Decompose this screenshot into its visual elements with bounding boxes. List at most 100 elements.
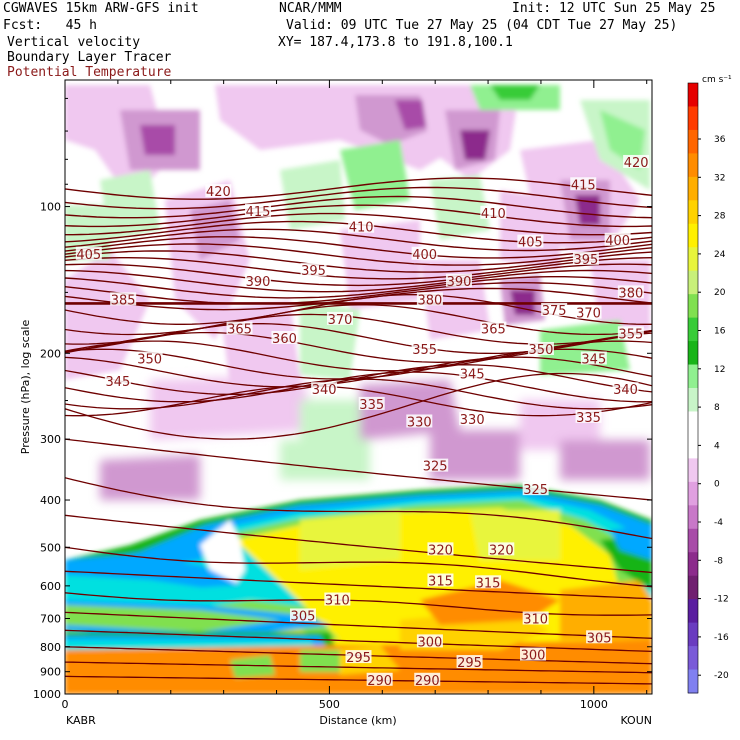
theta-contour (65, 629, 652, 653)
model-title: CGWAVES 15km ARW-GFS init (3, 1, 199, 16)
theta-label-bg (245, 203, 272, 217)
theta-label: 365 (481, 323, 506, 338)
theta-label-bg (580, 351, 607, 365)
theta-label: 320 (489, 543, 514, 558)
potential-temperature-labels: 420 420 415 415 410 410 405 405 400 400 395 395 390 3… (75, 154, 650, 689)
colorbar-swatch (688, 505, 698, 530)
colorbar-swatch (688, 129, 698, 154)
theta-label: 405 (76, 248, 101, 263)
theta-label: 380 (618, 286, 643, 301)
colorbar-label: 28 (714, 212, 726, 222)
theta-label-bg (575, 409, 602, 423)
colorbar-swatch (688, 153, 698, 178)
theta-label-bg (366, 672, 393, 686)
theta-label-bg (456, 655, 483, 669)
left-endpoint-label: KABR (66, 714, 96, 727)
theta-contour (65, 228, 652, 252)
theta-label: 350 (137, 353, 162, 368)
theta-contour (65, 661, 652, 674)
colorbar-label: 12 (714, 365, 725, 375)
theta-label-bg (414, 672, 441, 686)
colorbar-swatch (688, 575, 698, 600)
theta-label: 330 (460, 413, 485, 428)
theta-label: 300 (521, 649, 546, 664)
theta-label-bg (406, 414, 433, 428)
theta-label-bg (345, 650, 372, 664)
theta-label-bg (136, 351, 163, 365)
theta-label: 315 (476, 576, 501, 591)
theta-label-bg (572, 251, 599, 265)
colorbar-swatch (688, 528, 698, 553)
theta-label: 385 (111, 293, 136, 308)
theta-label-bg (570, 177, 597, 191)
theta-label-bg (205, 184, 232, 198)
colorbar-label: 16 (714, 327, 726, 337)
colorbar-swatch (688, 481, 698, 506)
theta-label: 415 (571, 178, 596, 193)
theta-contour (65, 675, 652, 685)
theta-label: 325 (423, 460, 448, 475)
theta-label-bg (522, 482, 549, 496)
theta-label: 295 (457, 656, 482, 671)
theta-label-bg (358, 396, 385, 410)
colorbar-swatch (688, 364, 698, 389)
theta-label: 355 (618, 327, 643, 342)
cross-section-xy: XY= 187.4,173.8 to 191.8,100.1 (278, 35, 513, 50)
theta-contour (65, 282, 652, 305)
colorbar-swatch (688, 411, 698, 436)
theta-label: 335 (359, 398, 384, 413)
forecast-hour: Fcst: 45 h (3, 18, 97, 33)
colorbar-swatch (688, 434, 698, 459)
theta-label: 350 (529, 343, 554, 358)
theta-contour (65, 477, 652, 540)
theta-label-bg (110, 292, 137, 306)
theta-label-bg (575, 305, 602, 319)
colorbar-swatch (688, 176, 698, 201)
y-tick-label: 300 (40, 433, 61, 446)
theta-label: 400 (605, 234, 630, 249)
theta-label-bg (326, 311, 353, 325)
theta-contour (65, 257, 652, 280)
theta-label-bg (586, 630, 613, 644)
theta-label-bg (612, 382, 639, 396)
colorbar-label: -8 (714, 556, 723, 566)
theta-contour (65, 195, 652, 219)
theta-label: 290 (415, 674, 440, 689)
theta-label: 420 (624, 156, 649, 171)
x-tick-label: 0 (62, 698, 69, 711)
theta-contour (65, 276, 652, 299)
x-axis-label: Distance (km) (319, 714, 396, 727)
colorbar-label: 24 (714, 250, 726, 260)
theta-label: 340 (312, 383, 337, 398)
theta-label: 335 (576, 411, 601, 426)
y-tick-label: 200 (40, 347, 61, 360)
colorbar-label: 36 (714, 135, 726, 145)
plot-frame (64, 79, 653, 695)
colorbar-label: 0 (714, 480, 720, 490)
theta-label-bg (527, 342, 554, 356)
theta-label: 365 (227, 323, 252, 338)
theta-contour (65, 546, 652, 588)
theta-label-bg (475, 575, 502, 589)
theta-label: 290 (367, 674, 392, 689)
shaded-field-area: 420 420 415 415 410 410 405 405 400 400 395 395 390 3… (65, 80, 652, 694)
theta-label-bg (416, 292, 443, 306)
theta-label: 370 (576, 307, 601, 322)
theta-label-bg (300, 263, 327, 277)
theta-label-bg (459, 412, 486, 426)
theta-contour (65, 236, 652, 259)
theta-label-bg (348, 219, 375, 233)
colorbar-swatch (688, 317, 698, 342)
colorbar-swatch (688, 106, 698, 131)
theta-label: 325 (523, 483, 548, 498)
theta-label: 395 (573, 253, 598, 268)
theta-label-bg (104, 374, 131, 388)
theta-label-bg (623, 154, 650, 168)
theta-label: 375 (542, 304, 567, 319)
theta-contour (65, 364, 652, 396)
theta-label-bg (271, 330, 298, 344)
theta-label-bg (427, 542, 454, 556)
colorbar-swatch (688, 247, 698, 272)
y-axis-label: Pressure (hPa), log scale (19, 320, 32, 455)
theta-label: 420 (206, 185, 231, 200)
